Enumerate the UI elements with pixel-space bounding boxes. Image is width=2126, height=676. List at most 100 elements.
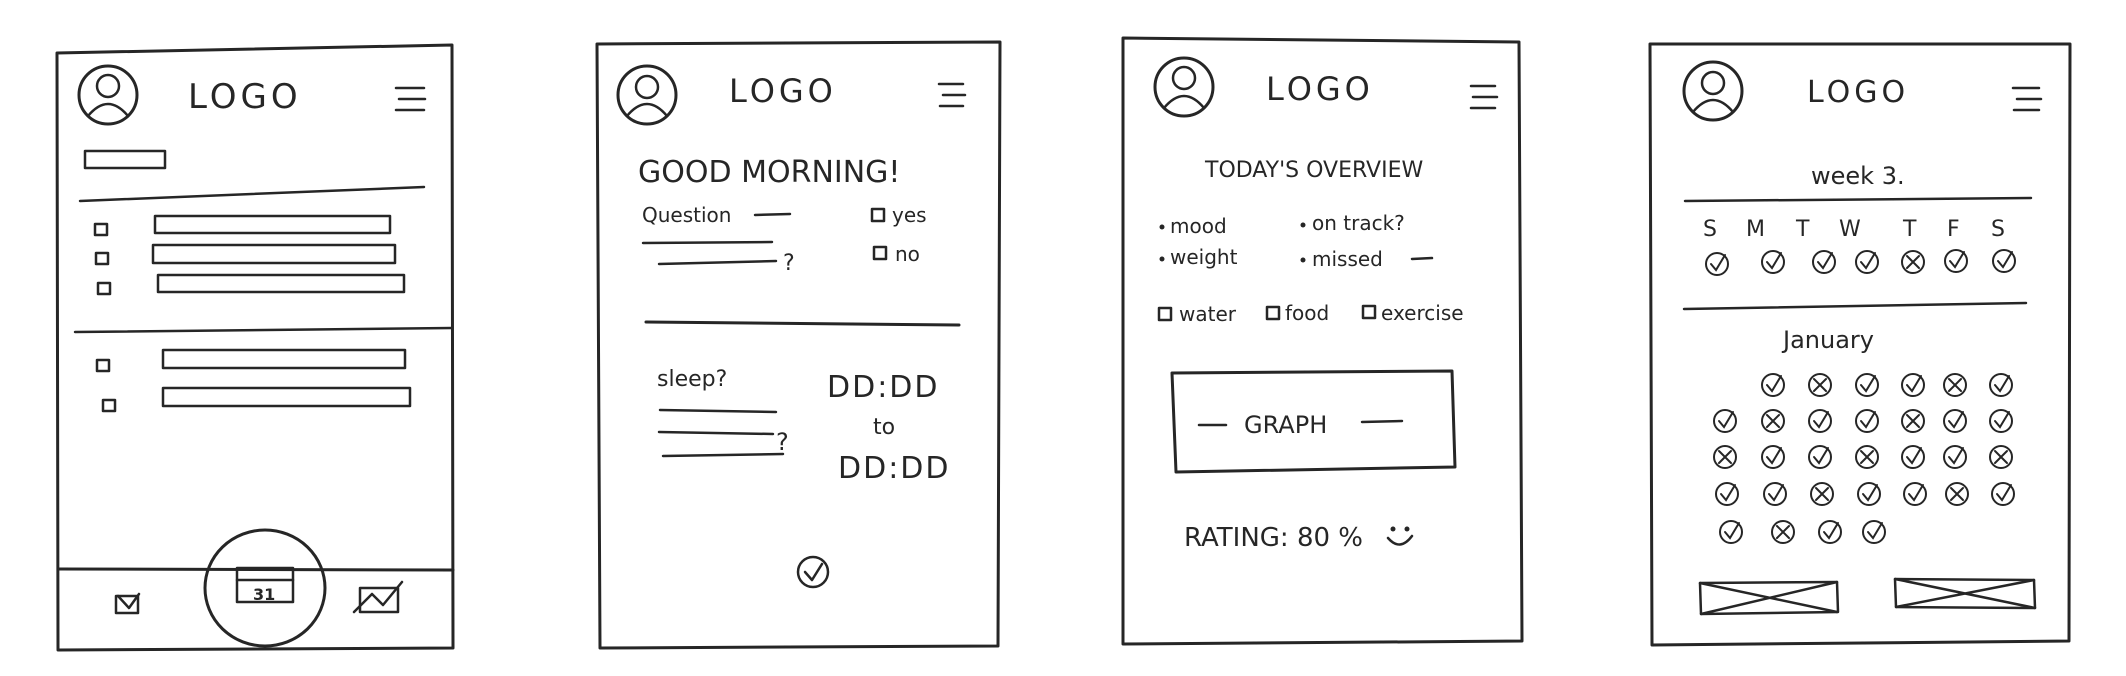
crossed-day-icon	[1855, 445, 1879, 469]
checkbox[interactable]	[93, 222, 109, 237]
checked-day-icon	[1901, 373, 1925, 397]
on-track-label: on track?	[1312, 211, 1405, 235]
checked-day-icon	[1761, 250, 1785, 274]
weekday-label: S	[1991, 217, 2005, 242]
checked-day-icon	[1989, 373, 2013, 397]
week-status-row	[1705, 249, 2016, 276]
time-start-field[interactable]: DD:DD	[827, 370, 940, 405]
checkbox[interactable]	[94, 251, 110, 266]
list-item[interactable]	[101, 386, 412, 413]
graph-label: GRAPH	[1244, 411, 1327, 439]
hamburger-menu-icon[interactable]	[937, 82, 967, 108]
checkbox[interactable]	[101, 398, 117, 413]
checked-day-icon	[1808, 445, 1832, 469]
checked-day-icon	[1992, 249, 2016, 273]
frame-todays-overview: LOGO TODAY'S OVERVIEW mood weight on tra…	[1121, 36, 1524, 646]
list-item[interactable]	[95, 348, 407, 373]
no-checkbox[interactable]	[872, 245, 888, 261]
divider-middle	[73, 326, 454, 334]
task-text-placeholder	[151, 243, 397, 265]
crossed-day-icon	[1943, 373, 1967, 397]
checked-day-icon	[1713, 409, 1737, 433]
water-checkbox[interactable]	[1157, 306, 1173, 322]
hamburger-menu-icon[interactable]	[394, 86, 427, 112]
yes-option[interactable]: yes	[870, 203, 927, 227]
calendar-nav-button[interactable]: 31	[203, 528, 327, 648]
frame-morning-checkin: LOGO GOOD MORNING! Question ? yes no sle…	[595, 40, 1002, 650]
weekday-label: T	[1795, 217, 1810, 242]
stat-missed: missed	[1300, 247, 1434, 271]
checklist-nav-icon[interactable]	[114, 592, 141, 615]
logo-text: LOGO	[188, 77, 302, 117]
list-item[interactable]	[94, 243, 397, 266]
food-checkbox-item[interactable]: food	[1265, 301, 1329, 325]
checked-day-icon	[1761, 373, 1785, 397]
logo-text: LOGO	[1266, 70, 1374, 108]
food-checkbox[interactable]	[1265, 305, 1281, 321]
checked-day-icon	[1989, 409, 2013, 433]
stat-on-track: on track?	[1300, 211, 1405, 235]
list-item[interactable]	[96, 273, 406, 296]
yes-label: yes	[892, 203, 927, 227]
overview-title: TODAY'S OVERVIEW	[1204, 158, 1423, 183]
yes-checkbox[interactable]	[870, 207, 886, 223]
no-option[interactable]: no	[872, 242, 920, 266]
weekday-header-row: S M T W T F S	[1703, 217, 2005, 242]
checked-day-icon	[1944, 249, 1968, 273]
checked-day-icon	[1808, 409, 1832, 433]
crossed-day-icon	[1810, 482, 1834, 506]
sleep-label: sleep?	[657, 367, 727, 392]
avatar-icon[interactable]	[616, 64, 678, 126]
weekday-label: M	[1746, 217, 1765, 242]
checked-day-icon	[1903, 482, 1927, 506]
water-checkbox-item[interactable]: water	[1157, 302, 1237, 326]
question-mark: ?	[783, 251, 795, 276]
question-label: Question	[642, 203, 731, 227]
graph-placeholder: GRAPH	[1170, 369, 1457, 474]
sleep-text-line	[657, 430, 775, 436]
header-placeholder-bar	[83, 149, 167, 170]
avatar-icon[interactable]	[77, 64, 139, 126]
mood-label: mood	[1170, 214, 1227, 238]
sleep-text-line	[658, 408, 778, 414]
week-label: week 3.	[1811, 162, 1905, 190]
to-label: to	[873, 415, 895, 440]
crossed-day-icon	[1901, 409, 1925, 433]
checked-day-icon	[1943, 445, 1967, 469]
phone-frame-1	[55, 43, 455, 652]
crossed-day-icon	[1771, 520, 1795, 544]
divider-top	[78, 185, 426, 203]
submit-check-icon[interactable]	[796, 555, 830, 589]
time-end-field[interactable]: DD:DD	[838, 451, 951, 486]
no-label: no	[895, 242, 920, 266]
task-text-placeholder	[161, 348, 407, 370]
checkbox[interactable]	[95, 358, 111, 373]
crossed-day-icon	[1761, 409, 1785, 433]
crossed-day-icon	[1989, 445, 2013, 469]
checked-day-icon	[1705, 252, 1729, 276]
task-list-group-2	[95, 348, 412, 413]
avatar-icon[interactable]	[1153, 56, 1215, 118]
frame-task-list: LOGO	[55, 43, 455, 652]
weekday-label: W	[1839, 217, 1861, 242]
exercise-checkbox-item[interactable]: exercise	[1361, 301, 1464, 325]
list-item[interactable]	[93, 214, 392, 237]
chart-nav-icon[interactable]	[352, 580, 404, 614]
question-text-line	[657, 259, 778, 266]
logo-text: LOGO	[1807, 75, 1909, 110]
question-text-line	[753, 212, 792, 217]
hamburger-menu-icon[interactable]	[2011, 86, 2043, 112]
crossed-day-icon	[1945, 482, 1969, 506]
exercise-checkbox[interactable]	[1361, 304, 1377, 320]
crossed-day-icon	[1808, 373, 1832, 397]
smiley-icon	[1386, 526, 1414, 546]
checked-day-icon	[1812, 250, 1836, 274]
exercise-label: exercise	[1381, 301, 1464, 325]
avatar-icon[interactable]	[1682, 60, 1744, 122]
hamburger-menu-icon[interactable]	[1469, 84, 1499, 110]
checkbox[interactable]	[96, 281, 112, 296]
logo-text: LOGO	[729, 72, 837, 110]
rating-text: RATING: 80 %	[1184, 523, 1363, 553]
checked-day-icon	[1862, 520, 1886, 544]
